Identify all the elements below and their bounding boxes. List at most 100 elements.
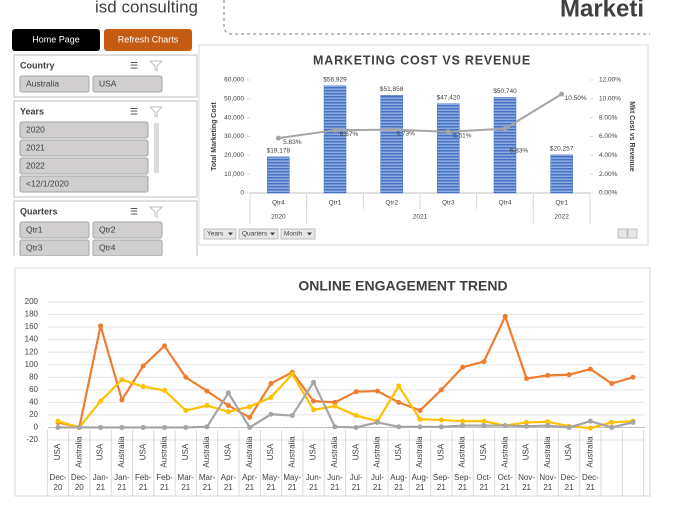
chart-frame [198,44,649,246]
y-tick-label: 60 [29,385,38,394]
marker [225,403,231,408]
period-label: Jun-21 [305,473,322,492]
x-tick-label: Australia [500,436,509,468]
data-label: $20,257 [550,146,574,153]
marker [119,377,125,383]
marker [609,424,615,430]
filter-button[interactable] [280,228,316,240]
period-label: Aug-21 [411,473,429,492]
x-tick-label: USA [266,443,275,460]
slicer-item-label[interactable]: 2020 [26,124,45,134]
period-label: Jan-21 [114,473,130,492]
x-tick-label: USA [351,443,360,460]
x-tick-label: USA [138,443,147,460]
scrollbar[interactable] [154,123,159,173]
data-label: $19,178 [267,148,291,155]
period-label: Jun-21 [327,473,343,492]
slicer-item-label[interactable]: Australia [26,78,59,88]
x-tick-label: USA [564,443,573,460]
slicer-item-label[interactable]: 2021 [26,142,45,152]
y-tick-label: 120 [25,347,39,356]
slicer-item-label[interactable]: Qtr4 [99,242,116,252]
dropdown-arrow[interactable] [228,232,233,236]
x-tick-label: USA [223,443,232,460]
marker [396,383,402,389]
slicer-item[interactable] [19,221,90,239]
period-label: Dec-20 [70,473,88,492]
slicer-item-label[interactable]: Qtr2 [99,224,116,234]
x-tick-label: Australia [160,436,169,468]
marker [55,424,61,430]
home-button[interactable] [12,29,100,51]
slicer-item-label[interactable]: <12/1/2020 [26,178,69,188]
slicer-item[interactable] [19,75,90,93]
marker [247,414,253,420]
marker [545,372,551,378]
slicer-item[interactable] [92,221,163,239]
x-tick-label: USA [394,443,403,460]
marker [374,419,380,425]
filter-button[interactable] [238,228,279,240]
marker [268,381,274,387]
marker [332,403,338,409]
expand-button[interactable] [617,228,628,239]
y2-tick-label: 10.00% [599,96,621,103]
period-label: Nov-21 [518,473,535,492]
marker [417,424,423,430]
slicer-item-label[interactable]: Qtr1 [26,224,43,234]
filter-icon[interactable] [148,106,164,118]
data-label: $51,858 [380,86,404,93]
filter-button-label[interactable]: Month [284,231,302,238]
dropdown-arrow[interactable] [270,232,275,236]
marker [630,374,636,380]
x-tick-label: Australia [330,436,339,468]
filter-button-label[interactable]: Quarters [242,231,268,238]
slicer-item-label[interactable]: 2022 [26,160,45,170]
x-tick-label: Qtr3 [442,200,455,207]
slicer-item[interactable] [19,157,149,175]
x-tick-label: Australia [415,436,424,468]
marker [460,423,466,429]
slicer-item[interactable] [19,175,149,193]
period-label: Apr-21 [242,473,258,492]
marker [559,91,565,97]
header-frame [223,0,650,35]
marker [332,399,338,405]
refresh-button[interactable] [104,29,192,51]
y2-tick-label: 8.00% [599,114,618,121]
marker [247,424,253,430]
slicer-item-label[interactable]: Qtr3 [26,242,43,252]
y-tick-label: 160 [25,322,39,331]
marker [247,404,253,410]
period-label: Feb-21 [156,473,173,492]
collapse-button[interactable] [627,228,638,239]
chart-title: MARKETING COST VS REVENUE [313,53,531,67]
slicer-item[interactable] [19,139,149,157]
data-label: $47,420 [437,94,461,101]
line [57,372,634,430]
slicer-item[interactable] [19,121,149,139]
refresh-button-label[interactable]: Refresh Charts [118,34,179,44]
filter-icon[interactable] [148,60,164,72]
x-tick-label: Australia [586,436,595,468]
bar [380,95,403,194]
period-label: Jul-21 [370,473,384,492]
y-tick-label: 180 [25,310,39,319]
x-tick-label: Qtr1 [555,200,568,207]
marker [268,394,274,400]
slicer-item-label[interactable]: USA [99,78,117,88]
y2-tick-label: 2.00% [599,171,618,178]
marker [140,424,146,430]
bar [493,97,517,194]
x-tick-label: USA [181,443,190,460]
filter-button-label[interactable]: Years [207,231,224,238]
y-tick-label: 50,000 [224,96,244,103]
period-label: Mar-21 [198,473,216,492]
dropdown-arrow[interactable] [307,232,312,236]
x-tick-label: Australia [458,436,467,468]
slicer-item[interactable] [92,75,163,93]
filter-button[interactable] [203,228,237,240]
filter-icon[interactable] [148,206,164,218]
home-button-label[interactable]: Home Page [32,34,80,44]
marker [545,419,551,425]
